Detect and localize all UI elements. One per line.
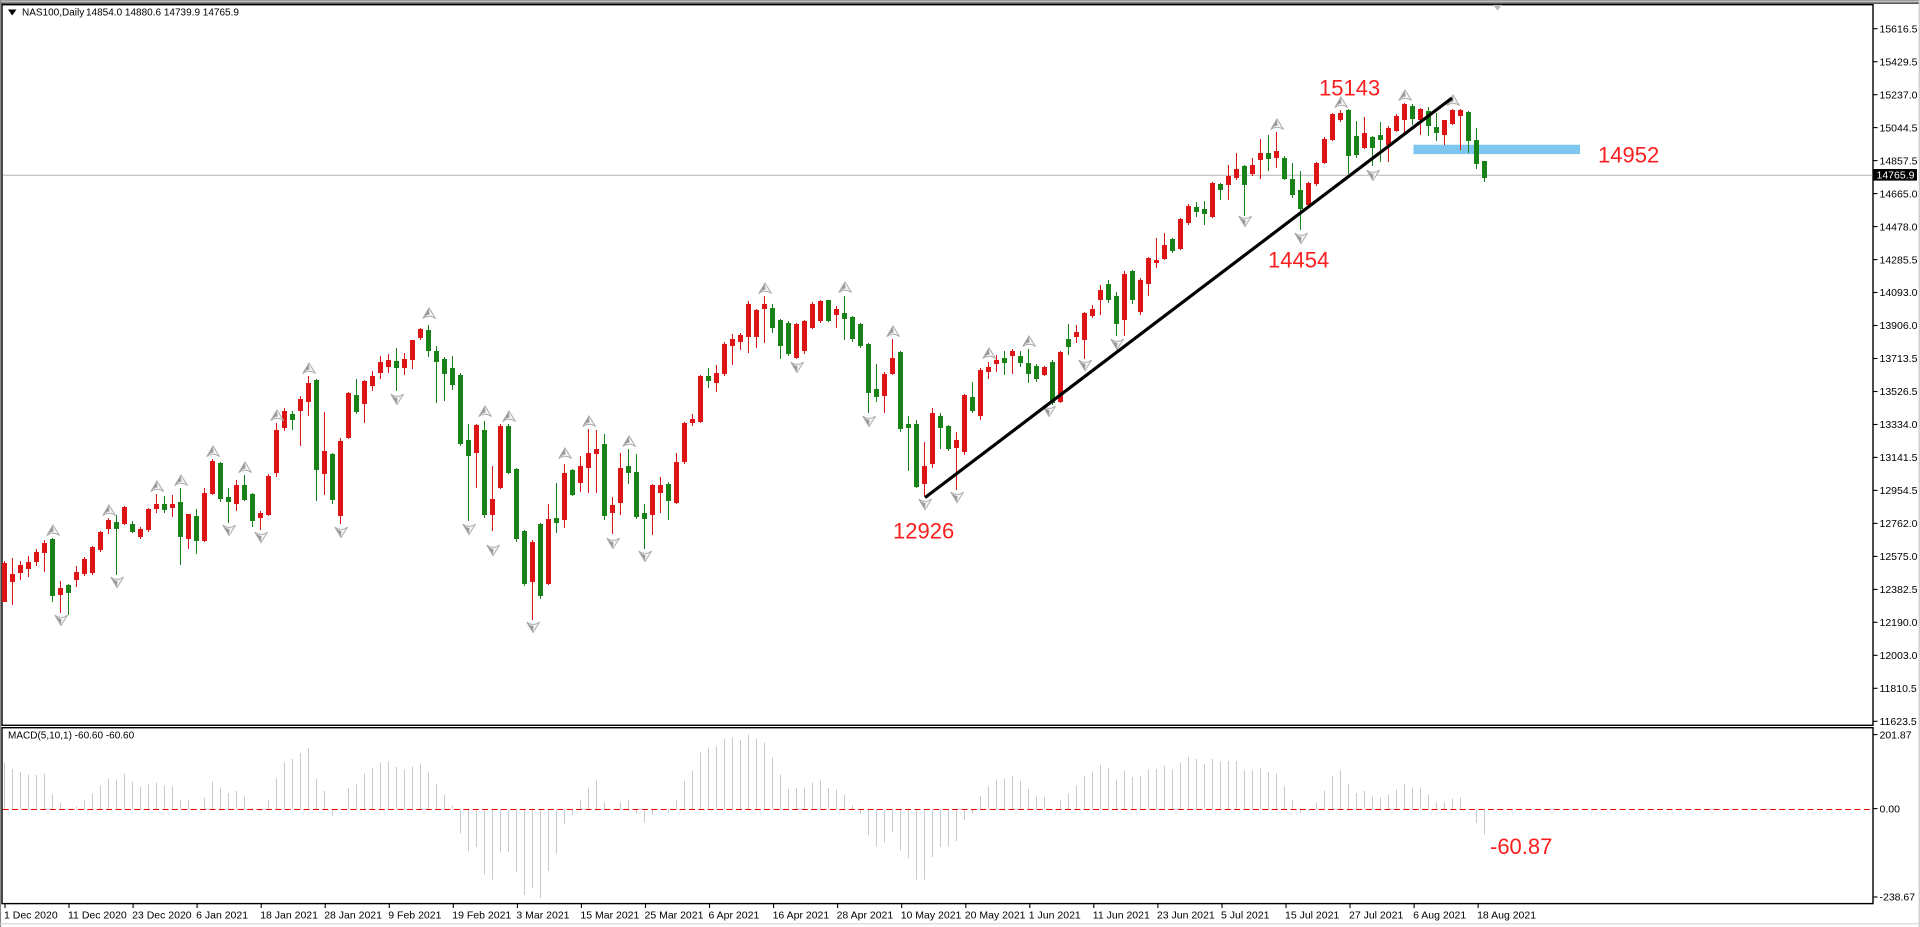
svg-text:13334.0: 13334.0: [1880, 419, 1918, 431]
svg-text:18 Aug 2021: 18 Aug 2021: [1477, 910, 1536, 922]
svg-text:NAS100,Daily: NAS100,Daily: [22, 8, 84, 19]
svg-text:14454: 14454: [1268, 248, 1329, 273]
svg-text:14665.0: 14665.0: [1880, 188, 1918, 200]
svg-text:14765.9: 14765.9: [1877, 170, 1915, 182]
svg-text:19 Feb 2021: 19 Feb 2021: [452, 910, 511, 922]
svg-text:11 Dec 2020: 11 Dec 2020: [68, 910, 127, 922]
svg-text:23 Jun 2021: 23 Jun 2021: [1157, 910, 1215, 922]
svg-text:11623.5: 11623.5: [1880, 716, 1917, 728]
svg-text:13713.5: 13713.5: [1880, 353, 1918, 365]
svg-text:12190.0: 12190.0: [1880, 617, 1918, 629]
svg-text:12762.0: 12762.0: [1880, 518, 1918, 530]
svg-text:13906.0: 13906.0: [1880, 320, 1918, 332]
svg-text:15237.0: 15237.0: [1880, 89, 1918, 101]
svg-text:14093.0: 14093.0: [1880, 287, 1918, 299]
svg-text:15044.5: 15044.5: [1880, 122, 1918, 134]
svg-text:20 May 2021: 20 May 2021: [965, 910, 1026, 922]
svg-text:6 Jan 2021: 6 Jan 2021: [196, 910, 248, 922]
svg-text:1 Dec 2020: 1 Dec 2020: [4, 910, 58, 922]
svg-text:15143: 15143: [1319, 76, 1380, 101]
svg-text:14854.0 14880.6 14739.9 14765.: 14854.0 14880.6 14739.9 14765.9: [86, 8, 239, 19]
svg-text:-60.87: -60.87: [1490, 834, 1552, 859]
svg-text:12382.5: 12382.5: [1880, 584, 1918, 596]
svg-text:13141.5: 13141.5: [1880, 452, 1918, 464]
svg-text:15 Mar 2021: 15 Mar 2021: [580, 910, 639, 922]
svg-text:12926: 12926: [893, 519, 954, 544]
svg-text:16 Apr 2021: 16 Apr 2021: [773, 910, 830, 922]
svg-text:13526.5: 13526.5: [1880, 386, 1918, 398]
svg-text:10 May 2021: 10 May 2021: [901, 910, 962, 922]
svg-text:5 Jul 2021: 5 Jul 2021: [1221, 910, 1270, 922]
svg-text:3 Mar 2021: 3 Mar 2021: [516, 910, 569, 922]
svg-text:-238.67: -238.67: [1880, 892, 1916, 904]
svg-text:6 Apr 2021: 6 Apr 2021: [709, 910, 760, 922]
svg-text:1 Jun 2021: 1 Jun 2021: [1029, 910, 1081, 922]
svg-text:27 Jul 2021: 27 Jul 2021: [1349, 910, 1403, 922]
svg-text:MACD(5,10,1) -60.60 -60.60: MACD(5,10,1) -60.60 -60.60: [8, 731, 135, 742]
svg-text:6 Aug 2021: 6 Aug 2021: [1413, 910, 1466, 922]
svg-text:11810.5: 11810.5: [1880, 683, 1917, 695]
svg-text:14857.5: 14857.5: [1880, 155, 1918, 167]
svg-text:15429.5: 15429.5: [1880, 56, 1918, 68]
svg-text:12575.0: 12575.0: [1880, 551, 1918, 563]
svg-text:28 Jan 2021: 28 Jan 2021: [324, 910, 382, 922]
svg-text:14285.5: 14285.5: [1880, 254, 1918, 266]
svg-text:25 Mar 2021: 25 Mar 2021: [645, 910, 704, 922]
svg-text:23 Dec 2020: 23 Dec 2020: [132, 910, 192, 922]
svg-text:14952: 14952: [1598, 143, 1659, 168]
svg-text:14478.0: 14478.0: [1880, 221, 1918, 233]
svg-text:9 Feb 2021: 9 Feb 2021: [388, 910, 441, 922]
svg-text:12954.5: 12954.5: [1880, 485, 1918, 497]
svg-text:11 Jun 2021: 11 Jun 2021: [1093, 910, 1150, 922]
svg-text:18 Jan 2021: 18 Jan 2021: [260, 910, 318, 922]
svg-text:28 Apr 2021: 28 Apr 2021: [837, 910, 894, 922]
svg-text:12003.0: 12003.0: [1880, 650, 1918, 662]
svg-text:201.87: 201.87: [1880, 729, 1912, 741]
svg-text:15 Jul 2021: 15 Jul 2021: [1285, 910, 1339, 922]
svg-text:0.00: 0.00: [1880, 803, 1901, 815]
svg-text:15616.5: 15616.5: [1880, 23, 1918, 35]
